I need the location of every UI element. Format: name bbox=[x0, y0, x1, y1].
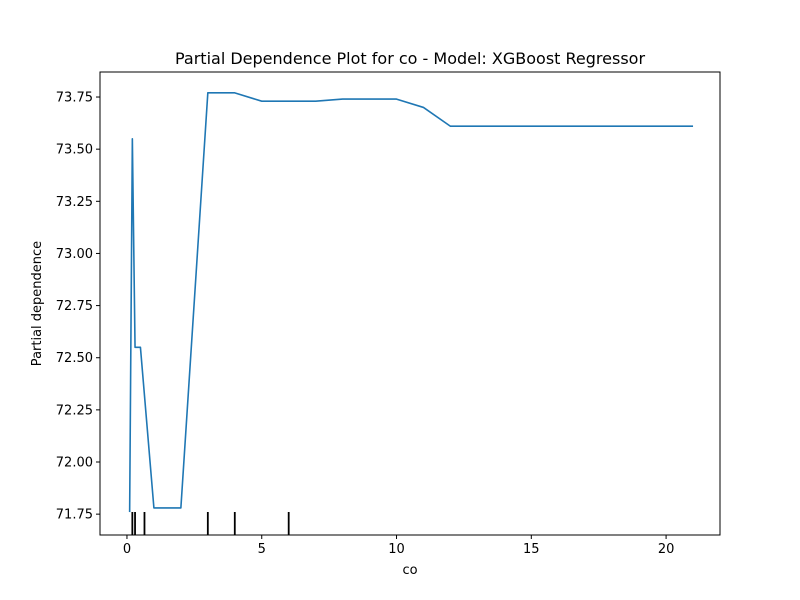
y-tick-label: 72.50 bbox=[56, 351, 93, 366]
y-tick-label: 73.75 bbox=[56, 91, 93, 106]
y-tick-label: 72.75 bbox=[56, 299, 93, 314]
y-tick-label: 73.50 bbox=[56, 143, 93, 158]
plot-area bbox=[100, 72, 720, 535]
y-tick-label: 73.00 bbox=[56, 247, 93, 262]
x-axis-label: co bbox=[402, 563, 417, 578]
y-tick-label: 71.75 bbox=[56, 508, 93, 523]
y-tick-label: 73.25 bbox=[56, 195, 93, 210]
axis-ticks: 0 5 10 15 20 71.75 72.00 72.25 72.50 72.75 73.00 73… bbox=[56, 91, 675, 557]
x-tick-label: 20 bbox=[658, 542, 675, 557]
x-tick-label: 15 bbox=[523, 542, 540, 557]
y-tick-label: 72.25 bbox=[56, 403, 93, 418]
x-tick-label: 10 bbox=[388, 542, 405, 557]
plot-frame bbox=[99, 71, 721, 536]
x-tick-label: 0 bbox=[123, 542, 131, 557]
y-axis-label: Partial dependence bbox=[30, 241, 45, 366]
pd-line-series-0 bbox=[128, 92, 694, 513]
chart-marks bbox=[128, 92, 694, 535]
chart-title: Partial Dependence Plot for co - Model: … bbox=[175, 49, 645, 68]
y-tick-label: 72.00 bbox=[56, 456, 93, 471]
x-tick-label: 5 bbox=[258, 542, 266, 557]
